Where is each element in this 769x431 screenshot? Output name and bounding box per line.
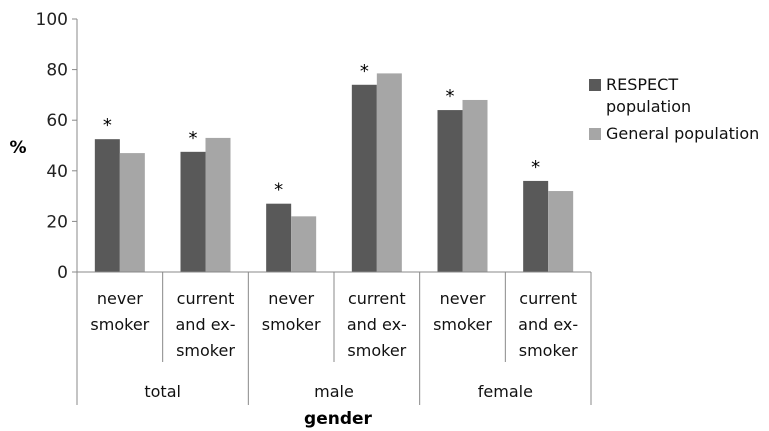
bar-series1-cat0: [119, 153, 145, 272]
y-tick-label: 0: [57, 263, 68, 283]
category-label: current and ex-smoker: [518, 289, 578, 360]
group-label: total: [144, 382, 181, 401]
significance-markers: * * * * * *: [103, 61, 540, 201]
y-tick-label: 20: [46, 212, 68, 232]
bar-series0-cat0: [94, 139, 120, 272]
category-label: never smoker: [433, 289, 492, 334]
group-label: male: [314, 382, 354, 401]
category-label: current and ex-smoker: [347, 289, 407, 360]
legend-label: General population: [606, 124, 759, 143]
bar-series1-cat3: [376, 73, 402, 273]
category-label: never smoker: [90, 289, 149, 334]
y-tick-label: 100: [36, 10, 68, 30]
bar-series1-cat4: [462, 99, 488, 273]
bars: [94, 73, 574, 273]
y-tick-label: 40: [46, 162, 68, 182]
bar-series1-cat2: [291, 216, 317, 272]
bar-series0-cat4: [437, 110, 463, 272]
category-label: current and ex-smoker: [176, 289, 236, 360]
x-axis-label: gender: [304, 409, 373, 429]
y-axis-label: %: [9, 138, 26, 158]
significance-star: *: [446, 86, 455, 107]
bar-series0-cat2: [266, 203, 292, 272]
bar-series0-cat5: [523, 180, 549, 272]
significance-star: *: [189, 128, 198, 149]
bar-series0-cat1: [180, 151, 206, 272]
significance-star: *: [274, 180, 283, 201]
significance-star: *: [360, 61, 369, 82]
group-label: female: [478, 382, 533, 401]
legend-swatch: [589, 79, 601, 91]
significance-star: *: [103, 115, 112, 136]
bar-series1-cat1: [205, 137, 231, 272]
legend: RESPECT population General population: [589, 75, 759, 143]
y-axis: 0 20 40 60 80 100: [36, 10, 78, 283]
bar-series0-cat3: [351, 84, 377, 272]
bar-series1-cat5: [548, 191, 574, 272]
y-tick-label: 80: [46, 61, 68, 81]
legend-label: RESPECT population: [606, 75, 691, 116]
y-tick-label: 60: [46, 111, 68, 131]
x-axis: never smoker current and ex-smoker never smok…: [76, 271, 592, 405]
significance-star: *: [531, 157, 540, 178]
legend-swatch: [589, 128, 601, 140]
category-label: never smoker: [262, 289, 321, 334]
